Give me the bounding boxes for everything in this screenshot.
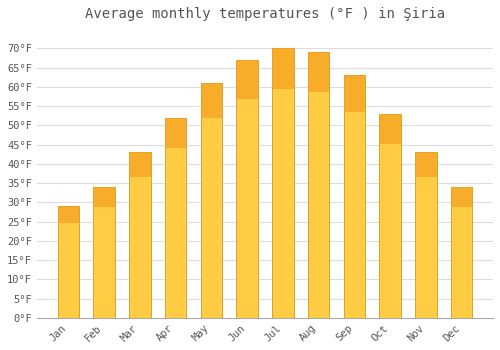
Bar bbox=[94, 187, 115, 318]
Bar bbox=[380, 114, 401, 145]
Bar bbox=[236, 60, 258, 99]
Bar bbox=[200, 83, 222, 118]
Bar bbox=[58, 206, 79, 223]
Bar bbox=[165, 118, 186, 318]
Bar bbox=[308, 52, 330, 318]
Bar bbox=[344, 75, 365, 112]
Bar bbox=[380, 114, 401, 318]
Bar bbox=[58, 206, 79, 318]
Bar bbox=[272, 48, 293, 89]
Bar bbox=[200, 83, 222, 318]
Bar bbox=[272, 48, 293, 318]
Bar bbox=[415, 152, 436, 318]
Bar bbox=[451, 187, 472, 318]
Title: Average monthly temperatures (°F ) in Şiria: Average monthly temperatures (°F ) in Şi… bbox=[85, 7, 445, 21]
Bar bbox=[451, 187, 472, 206]
Bar bbox=[129, 152, 150, 318]
Bar bbox=[344, 75, 365, 318]
Bar bbox=[308, 52, 330, 92]
Bar bbox=[165, 118, 186, 148]
Bar bbox=[236, 60, 258, 318]
Bar bbox=[415, 152, 436, 177]
Bar bbox=[94, 187, 115, 206]
Bar bbox=[129, 152, 150, 177]
